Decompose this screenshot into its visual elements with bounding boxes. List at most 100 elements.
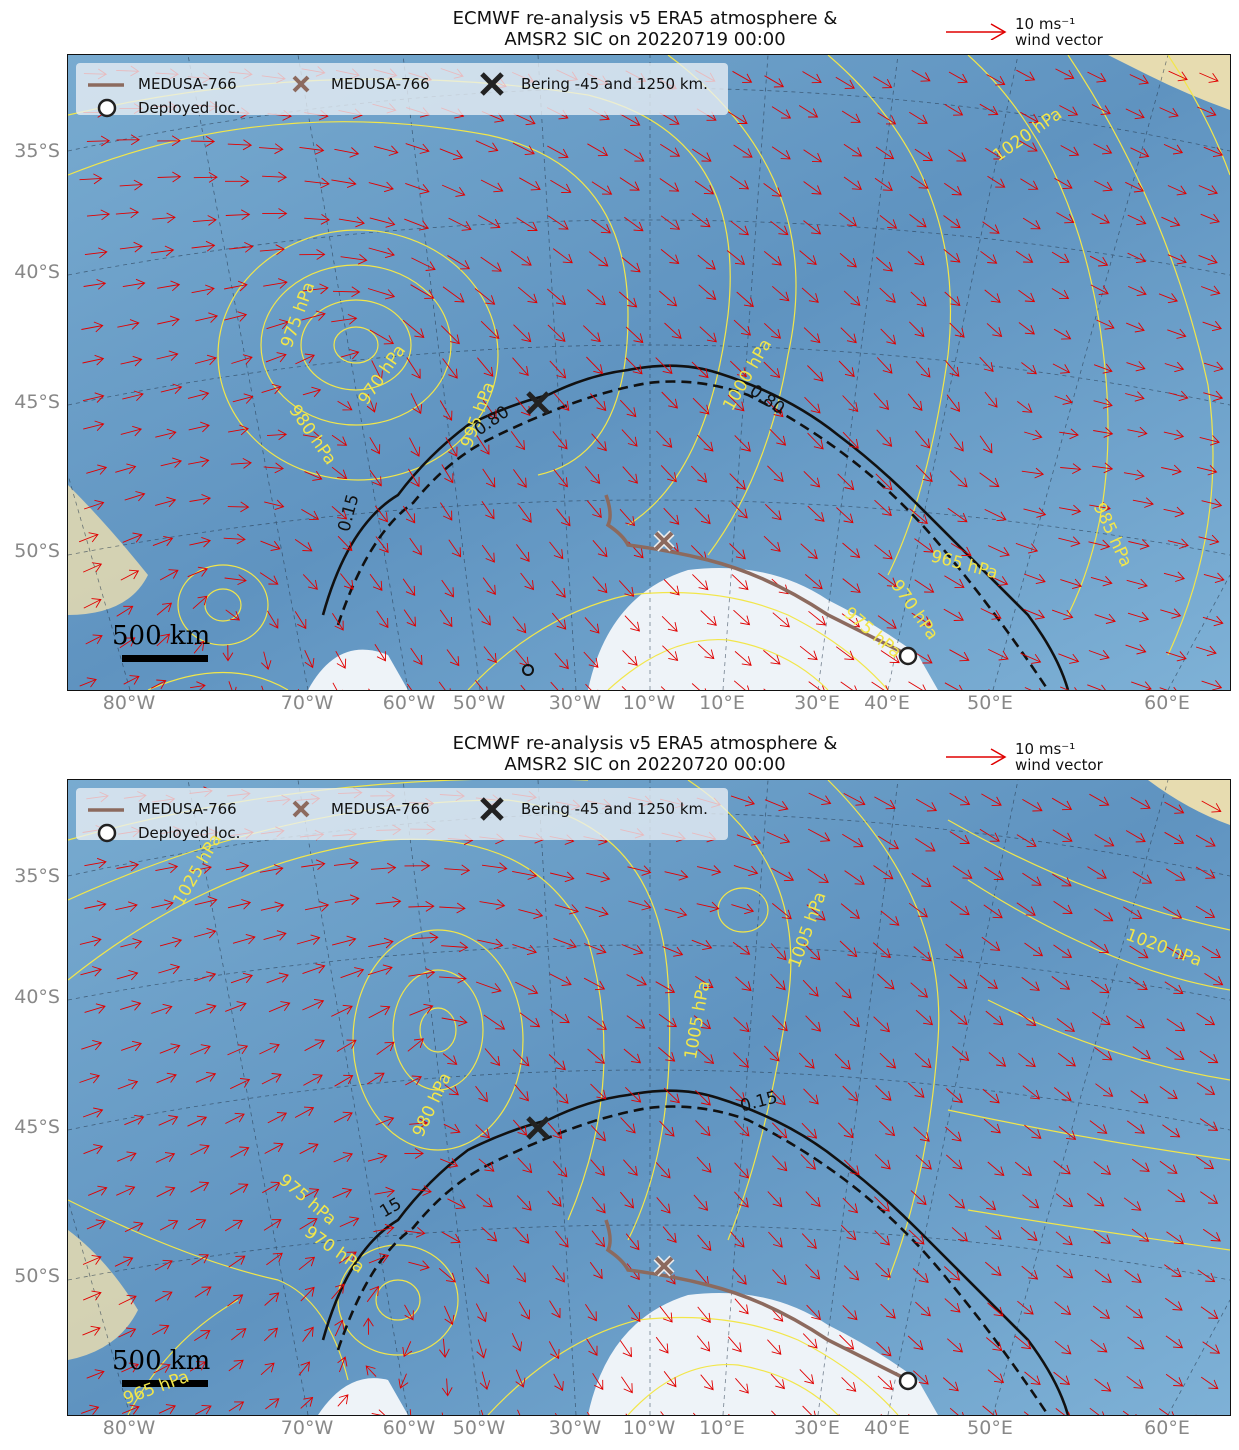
- wind-arrow: [193, 927, 217, 939]
- wind-arrow: [1127, 426, 1148, 438]
- wind-arrow: [1024, 942, 1044, 957]
- wind-arrow: [373, 1223, 395, 1235]
- wind-arrow: [945, 1126, 962, 1142]
- wind-arrow: [223, 533, 246, 545]
- wind-arrow: [187, 389, 210, 401]
- wind-arrow: [694, 507, 711, 525]
- wind-arrow: [231, 1328, 247, 1341]
- wind-arrow: [194, 1286, 212, 1298]
- wind-arrow: [763, 535, 781, 552]
- wind-arrow: [1199, 1050, 1219, 1064]
- wind-arrow: [300, 1396, 314, 1409]
- wind-arrow: [692, 574, 709, 591]
- wind-arrow: [763, 1045, 780, 1062]
- wind-arrow: [1166, 946, 1186, 959]
- wind-arrow: [877, 1375, 894, 1391]
- wind-arrow: [193, 640, 205, 654]
- wind-arrow: [334, 894, 360, 905]
- wind-arrow: [909, 214, 927, 228]
- wind-arrow: [553, 937, 577, 950]
- wind-arrow: [763, 650, 781, 665]
- wind-arrow: [230, 458, 252, 469]
- wind-arrow: [915, 1009, 934, 1026]
- wind-arrow: [840, 681, 858, 690]
- wind-arrow: [979, 356, 994, 373]
- longitude-label: 10°W: [622, 1417, 676, 1439]
- wind-arrow: [697, 434, 714, 452]
- wind-arrow: [1198, 185, 1218, 196]
- wind-arrow: [943, 215, 961, 229]
- wind-arrow: [986, 323, 1003, 337]
- latitude-label: 50°S: [14, 1265, 60, 1287]
- wind-arrow: [405, 182, 430, 195]
- wind-arrow: [1016, 69, 1036, 81]
- wind-arrow: [801, 1233, 817, 1250]
- wind-arrow: [1164, 801, 1185, 814]
- wind-arrow: [510, 250, 532, 266]
- wind-arrow: [1202, 320, 1222, 332]
- wind-arrow: [122, 390, 144, 402]
- ice-edge-contour: [321, 364, 1070, 690]
- wind-arrow: [1162, 906, 1183, 919]
- wind-arrow: [1088, 650, 1110, 661]
- wind-arrow: [801, 1122, 818, 1139]
- wind-arrow: [304, 177, 330, 189]
- wind-arrow: [119, 179, 144, 191]
- wind-arrow: [331, 505, 348, 520]
- wind-arrow: [943, 249, 961, 263]
- wind-arrow: [979, 828, 1000, 842]
- wind-arrow: [156, 1186, 176, 1198]
- wind-arrow: [808, 610, 827, 626]
- wind-arrow: [408, 1260, 430, 1271]
- wind-arrow: [908, 681, 927, 690]
- wind-arrow: [404, 860, 431, 872]
- map-legend: MEDUSA-766 MEDUSA-766 Bering -45 and 125…: [76, 63, 728, 118]
- wind-arrow: [514, 1084, 529, 1102]
- wind-arrow: [1129, 74, 1149, 85]
- wind-arrow: [699, 326, 717, 343]
- wind-arrow: [1094, 180, 1113, 192]
- wind-arrow: [411, 257, 436, 271]
- wind-arrow: [984, 866, 1005, 881]
- wind-arrow: [876, 429, 893, 447]
- wind-arrow: [808, 792, 832, 806]
- wind-arrow: [120, 355, 143, 367]
- wind-arrow: [406, 683, 413, 690]
- wind-arrow: [517, 1157, 533, 1174]
- wind-arrow: [664, 907, 688, 919]
- wind-arrow: [86, 1219, 106, 1230]
- wind-arrow: [479, 899, 506, 910]
- wind-arrow: [190, 1044, 211, 1055]
- wind-arrow: [802, 979, 819, 997]
- wind-arrow: [1159, 107, 1179, 118]
- wind-arrow: [194, 1330, 211, 1341]
- wind-arrow: [696, 901, 720, 913]
- wind-arrow: [840, 903, 860, 919]
- longitude-label: 80°W: [102, 692, 156, 714]
- wind-arrow: [404, 218, 429, 231]
- wind-arrow: [696, 1156, 712, 1173]
- wind-arrow: [228, 1401, 245, 1412]
- wind-arrow: [190, 681, 206, 690]
- wind-arrow: [1130, 797, 1151, 810]
- wind-arrow: [443, 1305, 455, 1326]
- wind-arrow: [1202, 615, 1224, 627]
- wind-arrow: [261, 685, 264, 690]
- wind-arrow: [770, 943, 787, 961]
- wind-arrow: [266, 319, 290, 330]
- wind-arrow: [695, 1089, 711, 1106]
- wind-arrow: [481, 1226, 498, 1242]
- wind-arrow: [333, 1111, 353, 1123]
- wind-arrow: [224, 311, 248, 322]
- wind-arrow: [404, 1227, 426, 1238]
- wind-arrow: [842, 578, 861, 593]
- wind-arrow: [448, 217, 472, 231]
- wind-arrow: [267, 610, 279, 629]
- wind-arrow: [194, 354, 217, 366]
- wind-arrow: [550, 681, 564, 690]
- title-line-2: AMSR2 SIC on 20220719 00:00: [504, 29, 786, 50]
- wind-arrow: [407, 1038, 424, 1052]
- wind-arrow: [82, 392, 105, 403]
- wind-arrow: [1126, 1375, 1144, 1389]
- wind-arrow: [835, 76, 855, 89]
